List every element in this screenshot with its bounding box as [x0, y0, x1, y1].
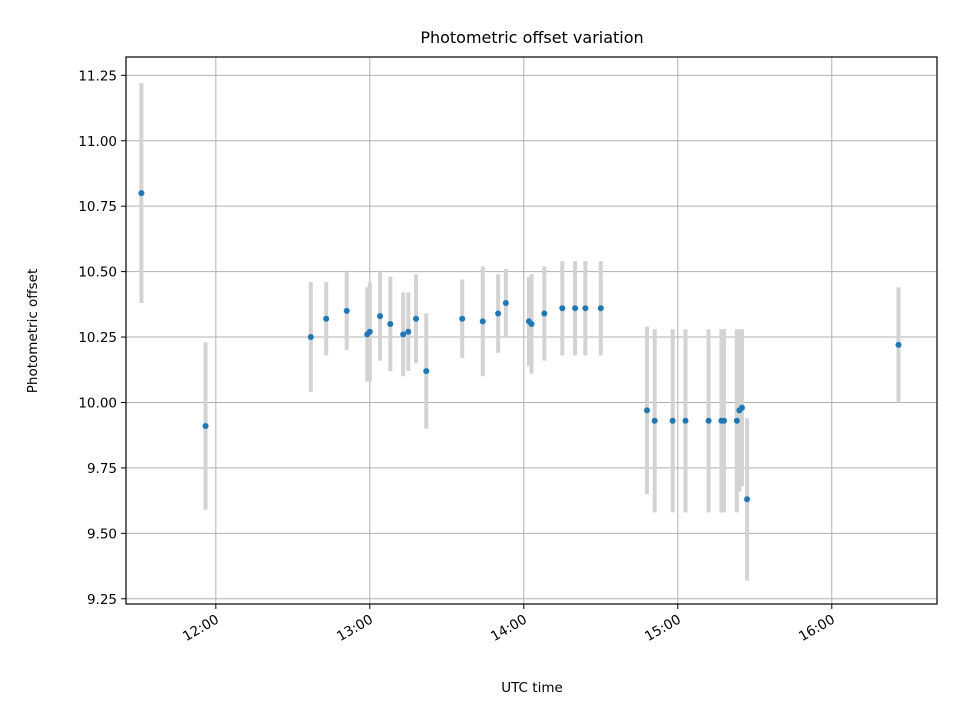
- data-point: [528, 320, 535, 327]
- data-point: [323, 315, 330, 322]
- data-point: [582, 305, 589, 312]
- data-point: [733, 417, 740, 424]
- data-points: [138, 190, 902, 503]
- x-axis-label: UTC time: [501, 680, 563, 696]
- data-point: [559, 305, 566, 312]
- y-tick-label: 9.50: [87, 526, 117, 542]
- y-tick-label: 9.25: [87, 592, 117, 608]
- data-point: [459, 315, 466, 322]
- grid: [126, 57, 937, 604]
- data-point: [502, 300, 509, 307]
- data-point: [138, 190, 145, 197]
- data-point: [423, 368, 430, 375]
- data-point: [572, 305, 579, 312]
- data-point: [413, 315, 420, 322]
- data-point: [307, 334, 314, 341]
- data-point: [720, 417, 727, 424]
- data-point: [705, 417, 712, 424]
- chart-title: Photometric offset variation: [420, 28, 643, 47]
- y-tick-label: 10.00: [78, 395, 117, 411]
- data-point: [744, 496, 751, 503]
- y-axis-ticks: 9.25 9.50 9.75 10.00 10.25 10.50 10.75 11.00 11.…: [78, 68, 126, 608]
- data-point: [366, 328, 373, 335]
- data-point: [597, 305, 604, 312]
- data-point: [895, 341, 902, 348]
- data-point: [479, 318, 486, 325]
- data-point: [669, 417, 676, 424]
- data-point: [387, 320, 394, 327]
- y-tick-label: 11.25: [78, 68, 117, 84]
- data-point: [682, 417, 689, 424]
- y-tick-label: 10.75: [78, 199, 117, 215]
- data-point: [343, 307, 350, 314]
- data-point: [400, 331, 407, 338]
- y-axis-label: Photometric offset: [25, 269, 41, 393]
- data-point: [651, 417, 658, 424]
- data-point: [643, 407, 650, 414]
- plot-frame: [125, 56, 938, 605]
- y-tick-label: 10.25: [78, 330, 117, 346]
- data-point: [738, 404, 745, 411]
- data-point: [202, 423, 209, 430]
- data-point: [405, 328, 412, 335]
- data-point: [495, 310, 502, 317]
- data-point: [377, 313, 384, 320]
- y-tick-label: 9.75: [87, 461, 117, 477]
- data-point: [541, 310, 548, 317]
- y-tick-label: 11.00: [78, 134, 117, 150]
- y-tick-label: 10.50: [78, 265, 117, 281]
